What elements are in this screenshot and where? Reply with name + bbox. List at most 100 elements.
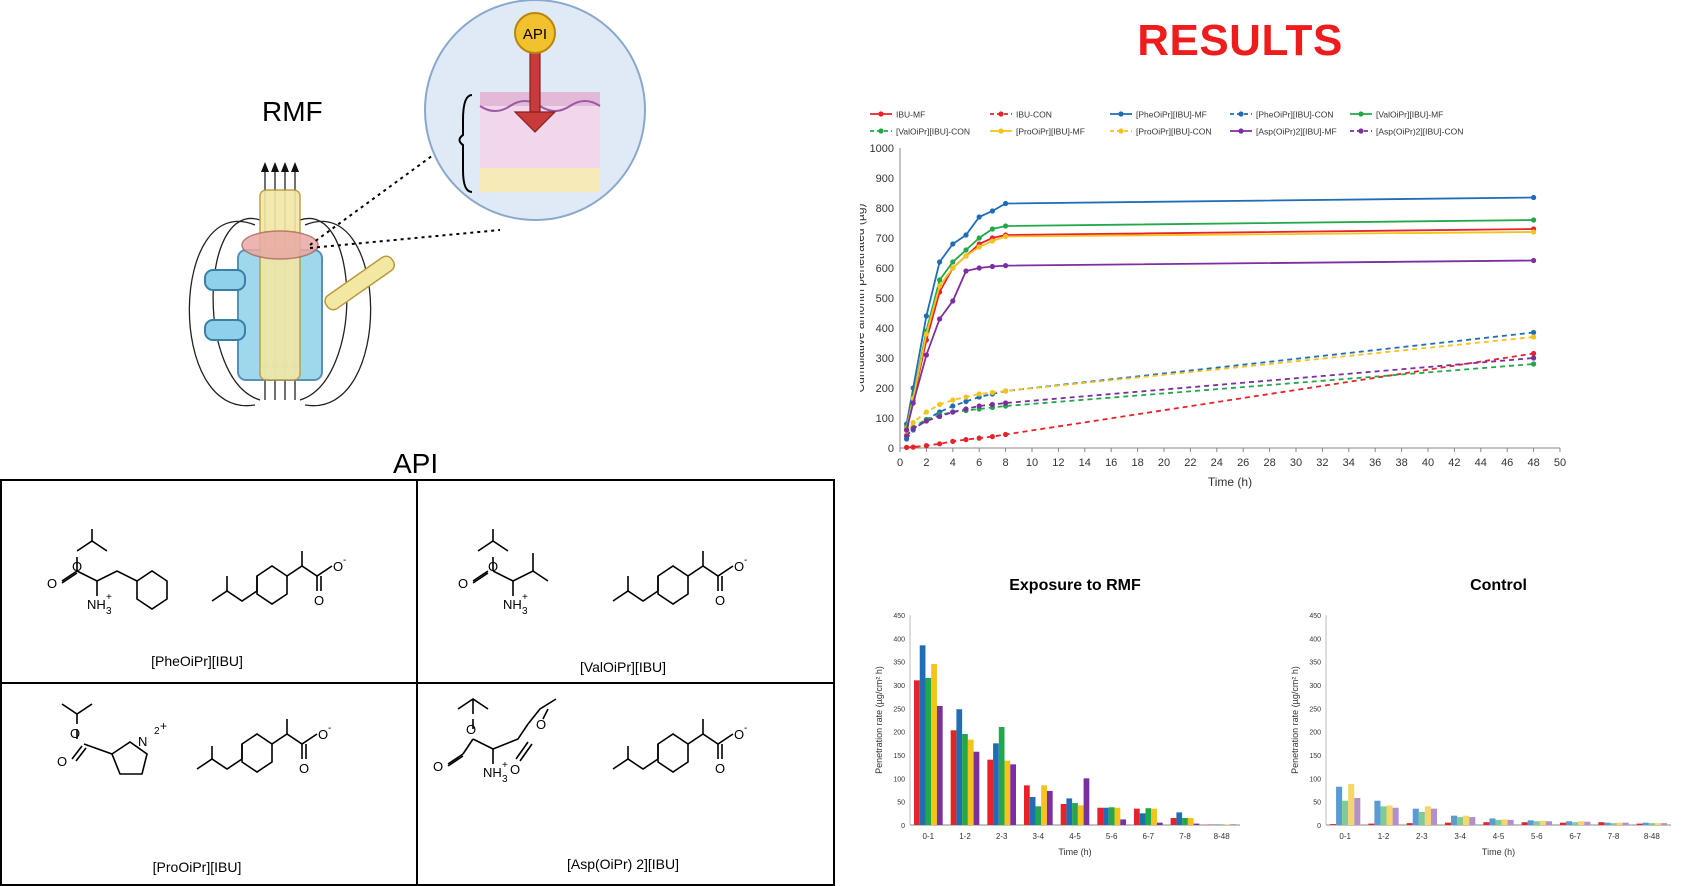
compound-structure-pro: O O N 2 + O - O	[57, 703, 331, 776]
x-tick-label: 6	[976, 457, 982, 469]
series-line-8	[905, 259, 1534, 431]
data-point	[976, 244, 982, 250]
x-tick-label: 4-5	[1069, 832, 1081, 841]
y-tick-label: 350	[893, 660, 905, 667]
data-point	[1003, 431, 1009, 438]
bar	[1489, 818, 1496, 825]
bar	[936, 706, 943, 825]
skin-hypodermis	[480, 168, 600, 192]
legend-label-2: [PheOiPr][IBU]-MF	[1136, 110, 1207, 120]
pro-atom-minus: -	[328, 723, 331, 734]
x-tick-label: 24	[1211, 457, 1223, 469]
x-tick-label: 28	[1263, 457, 1275, 469]
bar	[1170, 818, 1177, 825]
y-tick-label: 100	[893, 776, 905, 783]
bar	[1010, 764, 1016, 825]
y-tick-label: 600	[876, 263, 894, 275]
bar	[1024, 785, 1030, 825]
x-tick-label: 40	[1422, 457, 1434, 469]
y-tick-label: 400	[893, 636, 905, 643]
bar	[1380, 806, 1387, 825]
legend-marker-7	[1118, 128, 1124, 134]
legend-marker-4	[1358, 111, 1364, 117]
y-tick-label: 350	[1309, 660, 1321, 667]
asp-atom-o-minus: O	[734, 727, 744, 742]
bar	[1424, 806, 1431, 825]
y-tick-label: 200	[1309, 730, 1321, 737]
rmf-apparatus-illustration: API	[188, 0, 646, 407]
val-atom-o3: O	[715, 593, 725, 608]
legend-label-6: [ProOiPr][IBU]-MF	[1016, 127, 1085, 137]
y-tick-label: 200	[876, 383, 894, 395]
y-tick-label: 400	[876, 323, 894, 335]
series-line-3	[905, 331, 1534, 440]
asp-atom-nh3: NH	[483, 765, 502, 780]
bar	[914, 680, 920, 825]
phe-atom-o2: O	[47, 576, 57, 591]
bar	[1501, 819, 1508, 825]
x-tick-label: 36	[1369, 457, 1381, 469]
compound-cell-asp: O O NH 3 + O O O - O [Asp(OiPr) 2][IBU]	[416, 682, 835, 886]
bar-chart-title: Control	[1470, 577, 1527, 594]
asp-atom-o2: O	[433, 759, 443, 774]
y-tick-label: 0	[888, 443, 894, 455]
data-point	[1531, 334, 1537, 340]
data-point	[937, 413, 943, 420]
x-tick-label: 8-48	[1214, 832, 1231, 841]
bar	[1374, 800, 1381, 825]
bar	[919, 645, 926, 825]
control-bar-chart: Control 0 50 100 150 200 250 300 350 400 450 0-1 1-2…	[1290, 577, 1671, 857]
legend-marker-5	[878, 128, 884, 134]
phe-atom-nh3-sub: 3	[106, 606, 112, 617]
data-point	[963, 232, 969, 238]
data-point	[1531, 361, 1537, 367]
bar	[1193, 823, 1200, 825]
bar	[1041, 785, 1047, 825]
x-tick-label: 2	[923, 457, 929, 469]
data-point	[1531, 355, 1537, 361]
y-tick-label: 0	[901, 823, 905, 830]
data-point	[937, 259, 943, 265]
bar	[1463, 815, 1470, 825]
bar	[1368, 823, 1375, 825]
bar	[1386, 805, 1393, 825]
y-tick-label: 100	[876, 413, 894, 425]
data-point	[1531, 329, 1537, 336]
bar	[956, 709, 963, 825]
bar	[1134, 808, 1140, 825]
bar	[925, 678, 932, 825]
bar	[1108, 807, 1115, 825]
bar	[962, 734, 968, 825]
data-point	[950, 409, 956, 415]
data-point	[937, 316, 943, 322]
bar	[1622, 822, 1629, 825]
y-tick-label: 250	[1309, 706, 1321, 713]
data-point	[910, 419, 916, 426]
bar	[1545, 821, 1552, 825]
asp-atom-nh3-sub: 3	[502, 774, 508, 785]
api-badge-text: API	[523, 26, 547, 43]
bar	[1004, 760, 1011, 825]
x-tick-label: 1-2	[959, 832, 971, 841]
y-tick-label: 700	[876, 233, 894, 245]
bar	[1495, 819, 1502, 825]
x-axis-title: Time (h)	[1482, 847, 1515, 857]
series-line-9	[905, 357, 1534, 437]
bar	[1584, 821, 1591, 825]
y-tick-label: 150	[1309, 753, 1321, 760]
bar	[1348, 783, 1355, 825]
legend-label-5: [ValOiPr][IBU]-CON	[896, 127, 970, 137]
y-axis-title: Cumulative amonth penetrated (µg)	[860, 203, 867, 392]
y-tick-label: 800	[876, 203, 894, 215]
x-tick-label: 0-1	[923, 832, 935, 841]
x-tick-label: 20	[1158, 457, 1170, 469]
asp-atom-o5: O	[715, 761, 725, 776]
api-badge	[514, 12, 556, 54]
x-tick-label: 50	[1554, 457, 1566, 469]
y-tick-label: 450	[1309, 613, 1321, 620]
bar	[1578, 821, 1585, 825]
y-tick-label: 450	[893, 613, 905, 620]
data-point	[976, 391, 982, 397]
bar	[1120, 819, 1126, 825]
bar	[1330, 824, 1337, 825]
